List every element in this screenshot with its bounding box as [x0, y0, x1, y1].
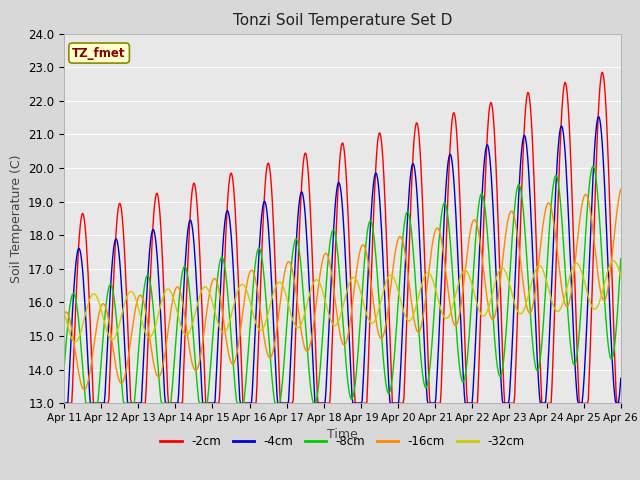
Title: Tonzi Soil Temperature Set D: Tonzi Soil Temperature Set D	[233, 13, 452, 28]
Text: TZ_fmet: TZ_fmet	[72, 47, 126, 60]
Y-axis label: Soil Temperature (C): Soil Temperature (C)	[10, 154, 22, 283]
X-axis label: Time: Time	[327, 429, 358, 442]
Legend: -2cm, -4cm, -8cm, -16cm, -32cm: -2cm, -4cm, -8cm, -16cm, -32cm	[156, 430, 529, 453]
